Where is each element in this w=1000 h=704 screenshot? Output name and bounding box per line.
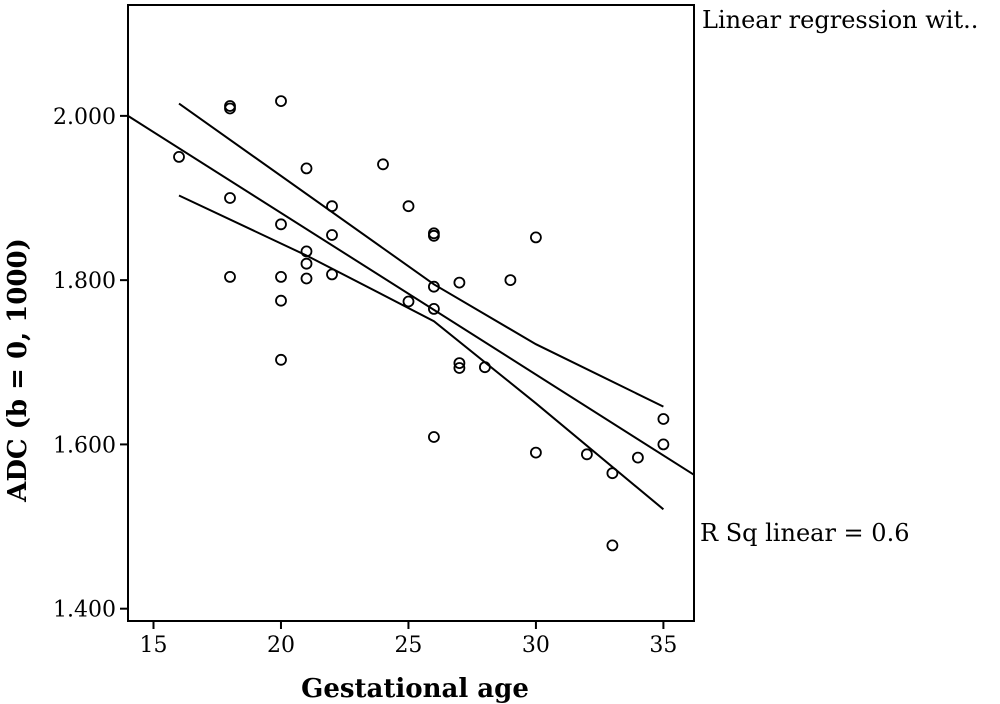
regression-line [127, 115, 695, 476]
data-point [275, 294, 287, 307]
data-point [606, 539, 619, 552]
x-axis-ticks: 15 20 25 30 35 [139, 621, 677, 658]
data-point [427, 431, 440, 443]
data-point [173, 150, 185, 163]
data-point [657, 438, 670, 451]
y-axis-ticks: 1.400 1.600 1.800 2.000 [53, 105, 128, 623]
data-point [377, 158, 389, 171]
y-tick-label: 1.600 [53, 433, 116, 458]
data-point [275, 95, 287, 107]
plot-frame [127, 4, 695, 622]
x-axis-title: Gestational age [301, 674, 529, 704]
ci-lower-line [178, 194, 665, 511]
data-point [504, 274, 517, 287]
data-points [173, 95, 670, 552]
data-point [326, 229, 338, 241]
data-point [326, 268, 338, 281]
data-point [402, 295, 415, 308]
data-point [275, 270, 287, 283]
y-tick-label: 1.400 [53, 598, 116, 623]
data-point [530, 231, 542, 244]
ci-upper-line [178, 102, 664, 408]
data-point [427, 280, 440, 293]
data-point [300, 257, 313, 270]
data-point [427, 229, 440, 242]
x-tick-label: 20 [267, 633, 295, 658]
data-point [453, 276, 466, 289]
x-tick-label: 35 [649, 633, 677, 658]
data-point [224, 192, 236, 204]
data-point [300, 162, 313, 175]
data-point [402, 200, 415, 213]
top-right-annotation: Linear regression wit.. [702, 6, 978, 34]
data-point [275, 218, 287, 231]
y-tick-label: 2.000 [53, 105, 116, 130]
data-point [478, 361, 491, 374]
data-point [453, 362, 466, 374]
x-tick-label: 30 [522, 633, 550, 658]
x-tick-label: 15 [139, 633, 167, 658]
data-point [581, 448, 593, 461]
regression-lines [127, 102, 695, 511]
data-point [224, 270, 236, 283]
y-tick-label: 1.800 [53, 269, 116, 294]
data-point [606, 467, 619, 480]
data-point [275, 353, 287, 366]
data-point [326, 200, 338, 213]
data-point [224, 102, 236, 115]
data-point [657, 413, 670, 425]
y-axis-title: ADC (b = 0, 1000) [3, 238, 33, 503]
data-point [427, 302, 440, 315]
data-point [453, 357, 466, 370]
data-point [300, 272, 313, 285]
data-point [632, 451, 644, 464]
data-point [300, 245, 313, 258]
x-tick-label: 25 [394, 633, 422, 658]
r-squared-label: R Sq linear = 0.6 [700, 519, 909, 547]
data-point [530, 446, 542, 459]
